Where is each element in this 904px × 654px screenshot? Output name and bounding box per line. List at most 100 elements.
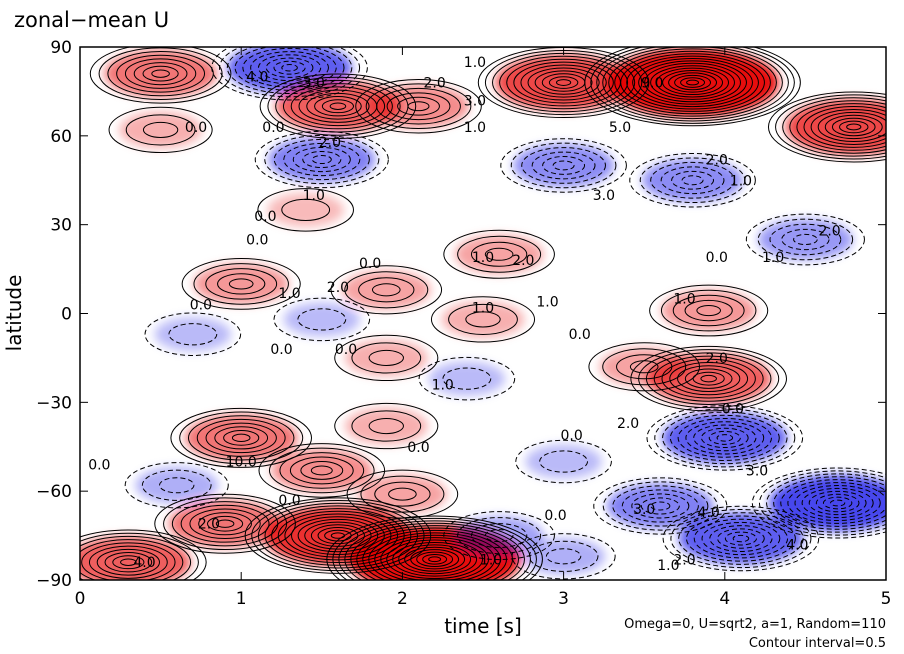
contour-label-43: 4.0 [698,505,720,521]
field-feature-29 [358,474,447,514]
contour-label-13: 3.0 [593,188,615,204]
x-axis-label: time [s] [444,614,522,638]
contour-20-1 [368,349,404,366]
contour-7-7 [254,130,389,189]
x-axis: 0 1 2 3 4 5 [75,47,891,609]
contour-3-4 [376,87,461,125]
contour-6-10 [782,97,886,157]
contour-22-6 [661,358,756,399]
contour-36-5 [701,521,781,556]
contour-5-2 [680,77,706,88]
field-feature-15 [342,270,431,310]
contour-33-15 [344,522,525,580]
contour-2-7 [282,83,393,130]
contour-label-29: 0.0 [270,342,292,358]
field-feature-38 [135,467,218,504]
y-tick-label-1: 60 [50,127,72,147]
y-axis: 90 60 30 0 −30 −60 −90 [36,38,886,591]
contour-30-7 [787,482,886,524]
contour-8-1 [552,160,575,171]
contour-24-5 [196,418,286,457]
contour-14-2 [217,273,266,295]
field-feature-3 [368,84,469,128]
contour-5-13 [614,50,771,115]
contour-30-6 [794,485,881,522]
contour-label-1: 4.0 [246,70,268,86]
contour-label-27: 1.0 [536,295,558,311]
contour-5-10 [632,58,753,108]
contour-2-4 [306,92,370,120]
contour-label-28: 1.0 [673,292,695,308]
contour-5-17 [590,47,795,124]
contour-30-10 [766,473,886,533]
contour-29-1 [388,487,417,501]
contour-21-1 [442,367,492,390]
contour-36-4 [709,525,773,552]
contour-4-9 [499,55,629,110]
contour-14-1 [228,278,254,290]
contour-38-1 [159,477,195,494]
y-axis-label: latitude [2,275,26,352]
contour-34-1 [215,519,235,528]
contour-31-7 [593,477,728,535]
contour-26-3 [700,427,749,449]
contour-label-41: 0.0 [278,493,300,509]
contour-33-10 [374,534,496,580]
contour-22-10 [630,345,787,412]
contour-35-8 [80,535,192,580]
contour-39-2 [470,523,528,549]
contour-7-5 [273,138,370,181]
contour-31-5 [612,485,709,527]
contour-26-10 [646,405,804,471]
contour-8-5 [510,142,617,189]
contour-19-1 [168,323,218,346]
contour-2-6 [290,86,386,127]
field-feature-20 [345,339,428,377]
contour-11-2 [257,188,354,232]
contour-label-35: 2.0 [617,416,639,432]
contour-33-1 [428,556,442,563]
contour-26-7 [669,414,780,461]
field-feature-5 [606,47,779,118]
contour-33-17 [332,517,537,580]
contour-label-10: 2.0 [319,135,341,151]
contour-label-50: 1.0 [480,552,502,568]
contour-label-24: 1.0 [278,286,300,302]
field-feature-37 [522,538,605,575]
contour-33-7 [392,541,478,577]
contour-25-3 [334,402,439,450]
contour-9-1 [681,175,704,186]
contour-34-3 [198,512,252,536]
contour-22-7 [653,355,764,402]
contour-35-5 [88,545,168,579]
contour-23-2 [616,354,673,380]
contour-38-3 [124,462,229,509]
contour-6-6 [810,108,886,145]
contour-5-3 [674,74,712,91]
contour-label-15: 0.0 [254,209,276,225]
contour-14-4 [193,263,289,305]
contour-26-4 [693,424,757,452]
contour-34-8 [154,493,296,554]
contour-20-3 [334,334,439,382]
contour-13-2 [470,241,528,267]
contour-label-39: 0.0 [88,458,110,474]
contour-label-48: 1.0 [657,558,679,574]
contour-5-4 [668,72,718,93]
contour-9-3 [660,166,725,195]
y-tick-label-6: −90 [36,571,72,591]
contour-15-3 [344,271,429,309]
contour-16-2 [448,303,518,336]
contour-label-40: 3.0 [746,463,768,479]
contour-26-1 [716,434,734,442]
contour-36-3 [717,528,765,549]
contour-3-6 [355,78,482,134]
contour-22-3 [684,368,733,389]
contour-label-26: 1.0 [472,301,494,317]
contour-18-2 [273,297,371,342]
contour-label-25: 0.0 [190,298,212,314]
contour-22-5 [669,362,749,396]
contour-34-7 [163,497,288,551]
contour-36-6 [693,518,789,559]
